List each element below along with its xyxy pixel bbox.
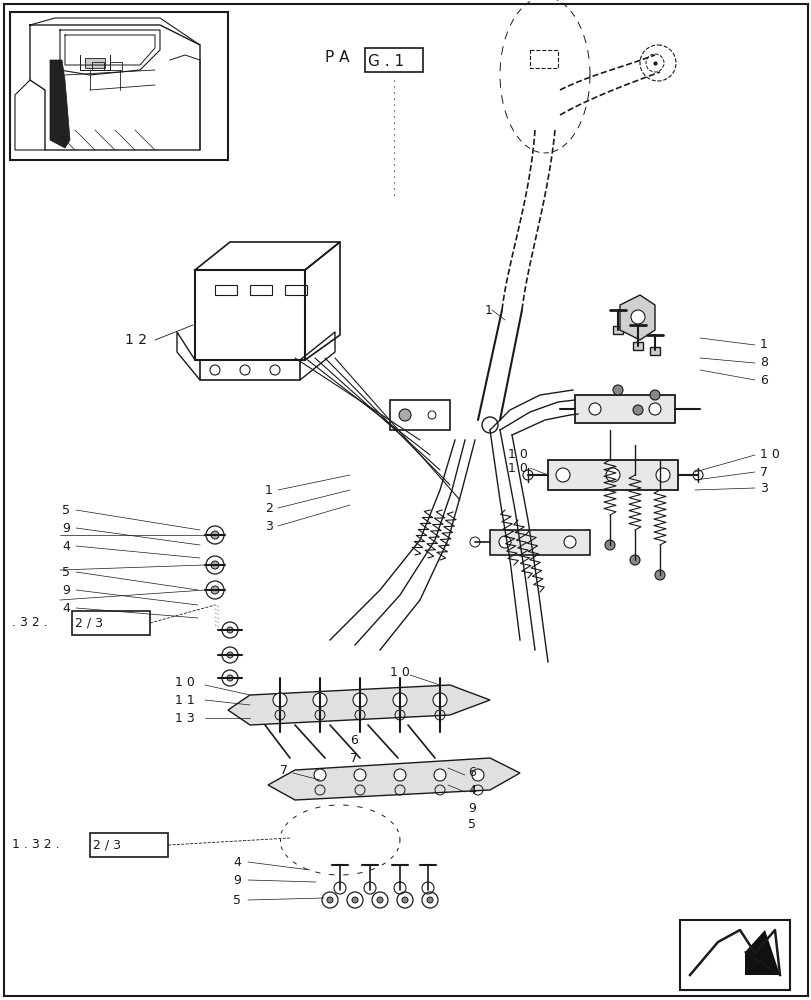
Circle shape <box>649 390 659 400</box>
Text: 8: 8 <box>759 357 767 369</box>
Text: 9: 9 <box>233 874 241 886</box>
Bar <box>389 400 449 430</box>
Circle shape <box>612 385 622 395</box>
Text: 7: 7 <box>759 466 767 479</box>
Bar <box>489 530 590 555</box>
Circle shape <box>393 769 406 781</box>
Text: 1 0: 1 0 <box>508 448 527 462</box>
Bar <box>92 62 104 70</box>
Circle shape <box>648 403 660 415</box>
Text: 2 / 3: 2 / 3 <box>75 616 103 630</box>
Text: 1 0: 1 0 <box>389 666 410 680</box>
Circle shape <box>471 769 483 781</box>
Bar <box>547 460 677 490</box>
Text: 4: 4 <box>467 784 475 796</box>
Polygon shape <box>620 295 654 340</box>
Text: G . 1: G . 1 <box>367 53 404 68</box>
Circle shape <box>312 693 327 707</box>
Text: 7: 7 <box>350 752 358 764</box>
Text: 1 . 3 2 .: 1 . 3 2 . <box>12 838 59 852</box>
Bar <box>215 285 237 295</box>
Text: 1 2: 1 2 <box>125 333 147 347</box>
Bar <box>109 62 122 70</box>
Circle shape <box>314 769 325 781</box>
Text: 1 0: 1 0 <box>508 462 527 475</box>
Circle shape <box>211 531 219 539</box>
Circle shape <box>564 536 575 548</box>
Text: 5: 5 <box>467 818 475 832</box>
Circle shape <box>427 897 432 903</box>
Bar <box>530 50 557 68</box>
Circle shape <box>227 652 233 658</box>
Circle shape <box>432 693 446 707</box>
Polygon shape <box>228 685 489 725</box>
Text: 1 0: 1 0 <box>759 448 779 462</box>
Text: 4: 4 <box>62 540 70 552</box>
Text: P A: P A <box>324 50 349 66</box>
Circle shape <box>630 310 644 324</box>
Text: 3: 3 <box>264 520 272 532</box>
Text: 4: 4 <box>62 601 70 614</box>
Text: 2 / 3: 2 / 3 <box>93 838 121 852</box>
Text: 2: 2 <box>264 502 272 514</box>
Circle shape <box>655 468 669 482</box>
Bar <box>679 920 789 990</box>
Circle shape <box>354 769 366 781</box>
Circle shape <box>433 769 445 781</box>
Text: 5: 5 <box>62 504 70 516</box>
Circle shape <box>351 897 358 903</box>
Text: 9: 9 <box>62 522 70 534</box>
Polygon shape <box>744 930 779 975</box>
Text: 3: 3 <box>759 482 767 494</box>
Bar <box>285 285 307 295</box>
Circle shape <box>398 409 410 421</box>
Circle shape <box>227 675 233 681</box>
Text: 1 0: 1 0 <box>175 676 195 690</box>
Polygon shape <box>50 60 70 148</box>
Circle shape <box>376 897 383 903</box>
Text: 1: 1 <box>484 304 492 316</box>
Text: 1 3: 1 3 <box>175 712 195 724</box>
Circle shape <box>654 570 664 580</box>
Bar <box>574 395 674 423</box>
Bar <box>633 342 642 350</box>
Polygon shape <box>268 758 519 800</box>
Bar <box>90 833 168 857</box>
Circle shape <box>633 405 642 415</box>
Text: 1 1: 1 1 <box>175 694 195 706</box>
Bar <box>72 611 150 635</box>
Circle shape <box>604 540 614 550</box>
Text: 6: 6 <box>350 734 358 746</box>
Bar <box>10 12 228 160</box>
Bar <box>612 326 622 334</box>
Text: 6: 6 <box>467 766 475 780</box>
Text: 1: 1 <box>264 484 272 496</box>
Circle shape <box>393 693 406 707</box>
Circle shape <box>211 561 219 569</box>
Text: 4: 4 <box>233 856 241 868</box>
Text: 9: 9 <box>62 584 70 596</box>
Text: 5: 5 <box>62 566 70 578</box>
Text: 6: 6 <box>759 373 767 386</box>
Circle shape <box>499 536 510 548</box>
Circle shape <box>588 403 600 415</box>
Circle shape <box>227 627 233 633</box>
Circle shape <box>353 693 367 707</box>
Text: 7: 7 <box>280 764 288 776</box>
Circle shape <box>327 897 333 903</box>
Text: 5: 5 <box>233 894 241 906</box>
Circle shape <box>556 468 569 482</box>
Text: 9: 9 <box>467 802 475 814</box>
Bar <box>250 285 272 295</box>
Bar <box>85 58 105 68</box>
Text: 1: 1 <box>759 338 767 352</box>
Circle shape <box>605 468 620 482</box>
Bar <box>365 48 423 72</box>
Circle shape <box>401 897 407 903</box>
Text: . 3 2 .: . 3 2 . <box>12 616 48 630</box>
Circle shape <box>211 586 219 594</box>
Bar <box>649 347 659 355</box>
Circle shape <box>272 693 286 707</box>
Circle shape <box>629 555 639 565</box>
